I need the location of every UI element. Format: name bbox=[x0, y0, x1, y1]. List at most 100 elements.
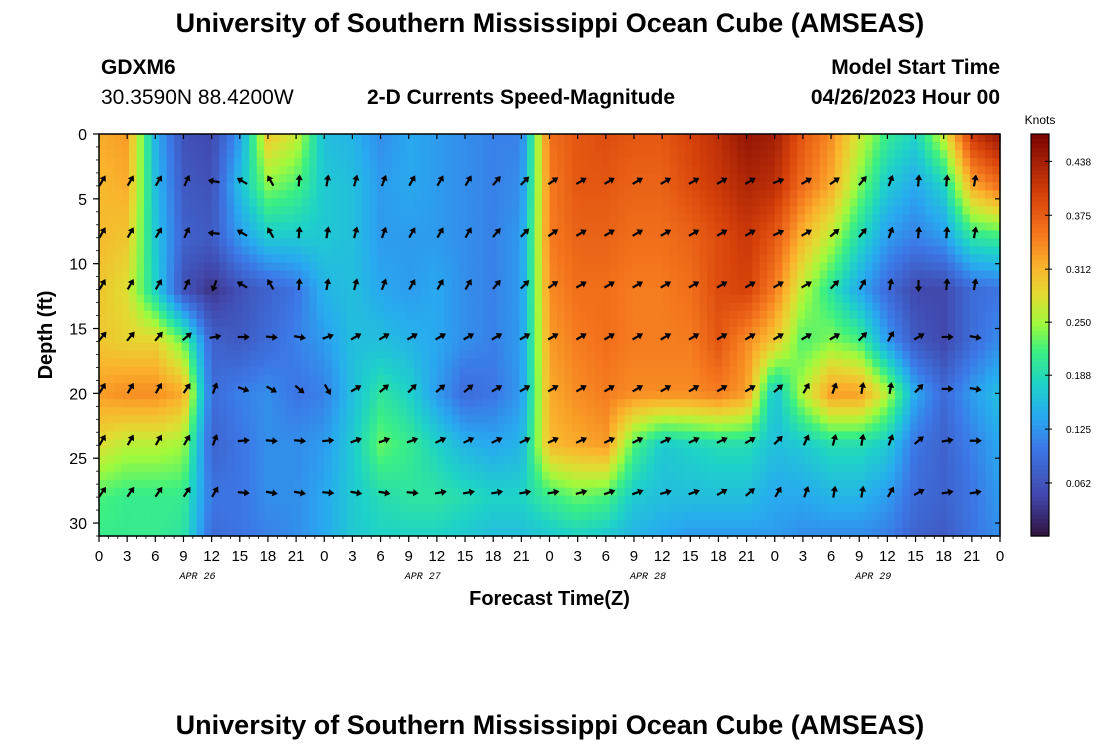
heatmap-cell bbox=[114, 230, 123, 240]
heatmap-cell bbox=[519, 407, 528, 416]
heatmap-cell bbox=[519, 142, 528, 151]
heatmap-cell bbox=[924, 174, 934, 183]
heatmap-cell bbox=[617, 391, 626, 400]
heatmap-cell bbox=[354, 407, 363, 416]
heatmap-cell bbox=[699, 391, 708, 400]
heatmap-cell bbox=[624, 359, 633, 368]
heatmap-cell bbox=[804, 343, 813, 352]
heatmap-cell bbox=[932, 367, 941, 376]
heatmap-cell bbox=[669, 262, 678, 272]
heatmap-cell bbox=[804, 214, 813, 224]
heatmap-cell bbox=[834, 431, 843, 441]
heatmap-cell bbox=[737, 206, 746, 215]
heatmap-cell bbox=[977, 302, 986, 312]
heatmap-cell bbox=[144, 166, 153, 175]
heatmap-cell bbox=[444, 407, 453, 416]
heatmap-cell bbox=[969, 238, 979, 248]
heatmap-cell bbox=[549, 182, 558, 191]
heatmap-cell bbox=[414, 302, 423, 312]
heatmap-cell bbox=[722, 375, 731, 384]
heatmap-cell bbox=[249, 198, 258, 207]
heatmap-cell bbox=[557, 166, 566, 175]
heatmap-cell bbox=[984, 343, 994, 352]
heatmap-cell bbox=[857, 198, 866, 207]
heatmap-cell bbox=[714, 150, 723, 159]
heatmap-cell bbox=[842, 326, 851, 336]
heatmap-cell bbox=[894, 383, 903, 392]
heatmap-cell bbox=[609, 134, 618, 143]
heatmap-cell bbox=[827, 158, 836, 167]
heatmap-cell bbox=[136, 375, 145, 384]
heatmap-cell bbox=[572, 407, 581, 416]
heatmap-cell bbox=[602, 391, 611, 400]
heatmap-cell bbox=[541, 150, 551, 159]
heatmap-cell bbox=[346, 399, 355, 408]
heatmap-cell bbox=[834, 343, 843, 352]
heatmap-cell bbox=[587, 431, 596, 441]
heatmap-cell bbox=[369, 134, 378, 143]
heatmap-cell bbox=[782, 166, 791, 175]
heatmap-cell bbox=[864, 302, 873, 312]
heatmap-cell bbox=[594, 214, 603, 224]
heatmap-cell bbox=[316, 150, 325, 159]
heatmap-cell bbox=[489, 238, 498, 248]
heatmap-cell bbox=[812, 391, 821, 400]
heatmap-cell bbox=[984, 190, 994, 199]
heatmap-cell bbox=[369, 142, 378, 151]
heatmap-cell bbox=[316, 238, 325, 248]
heatmap-cell bbox=[466, 294, 476, 304]
heatmap-cell bbox=[722, 335, 731, 344]
heatmap-cell bbox=[204, 262, 213, 272]
heatmap-cell bbox=[624, 230, 633, 240]
heatmap-cell bbox=[114, 431, 123, 441]
heatmap-cell bbox=[609, 359, 618, 368]
heatmap-cell bbox=[924, 134, 934, 143]
heatmap-cell bbox=[917, 262, 926, 272]
heatmap-cell bbox=[466, 455, 476, 465]
heatmap-cell bbox=[737, 254, 746, 264]
heatmap-cell bbox=[301, 182, 310, 191]
heatmap-cell bbox=[977, 166, 986, 175]
heatmap-cell bbox=[384, 206, 393, 215]
heatmap-cell bbox=[932, 222, 941, 232]
heatmap-cell bbox=[189, 238, 198, 248]
heatmap-cell bbox=[699, 214, 708, 224]
heatmap-cell bbox=[842, 262, 851, 272]
heatmap-cell bbox=[196, 254, 205, 264]
heatmap-cell bbox=[587, 326, 596, 336]
heatmap-cell bbox=[519, 318, 528, 328]
heatmap-cell bbox=[812, 270, 821, 280]
heatmap-cell bbox=[917, 278, 926, 288]
heatmap-cell bbox=[549, 190, 558, 199]
heatmap-cell bbox=[789, 415, 798, 425]
heatmap-cell bbox=[301, 166, 310, 175]
heatmap-cell bbox=[834, 238, 843, 248]
heatmap-cell bbox=[677, 375, 686, 384]
heatmap-cell bbox=[819, 254, 828, 264]
heatmap-cell bbox=[759, 407, 768, 416]
heatmap-cell bbox=[692, 447, 701, 457]
heatmap-cell bbox=[391, 447, 400, 457]
heatmap-cell bbox=[549, 463, 558, 473]
heatmap-cell bbox=[331, 375, 340, 384]
heatmap-cell bbox=[684, 166, 693, 175]
heatmap-cell bbox=[496, 431, 506, 441]
heatmap-cell bbox=[714, 391, 723, 400]
heatmap-cell bbox=[797, 182, 806, 191]
heatmap-cell bbox=[707, 246, 716, 256]
heatmap-cell bbox=[587, 375, 596, 384]
heatmap-cell bbox=[369, 302, 378, 312]
heatmap-cell bbox=[804, 375, 813, 384]
heatmap-cell bbox=[602, 270, 611, 280]
heatmap-cell bbox=[684, 206, 693, 215]
heatmap-cell bbox=[879, 399, 888, 408]
heatmap-cell bbox=[196, 150, 205, 159]
heatmap-cell bbox=[624, 238, 633, 248]
heatmap-cell bbox=[459, 206, 468, 215]
heatmap-cell bbox=[526, 142, 536, 151]
heatmap-cell bbox=[594, 206, 603, 215]
heatmap-cell bbox=[752, 182, 761, 191]
heatmap-cell bbox=[466, 238, 476, 248]
heatmap-cell bbox=[579, 407, 588, 416]
heatmap-cell bbox=[947, 326, 956, 336]
